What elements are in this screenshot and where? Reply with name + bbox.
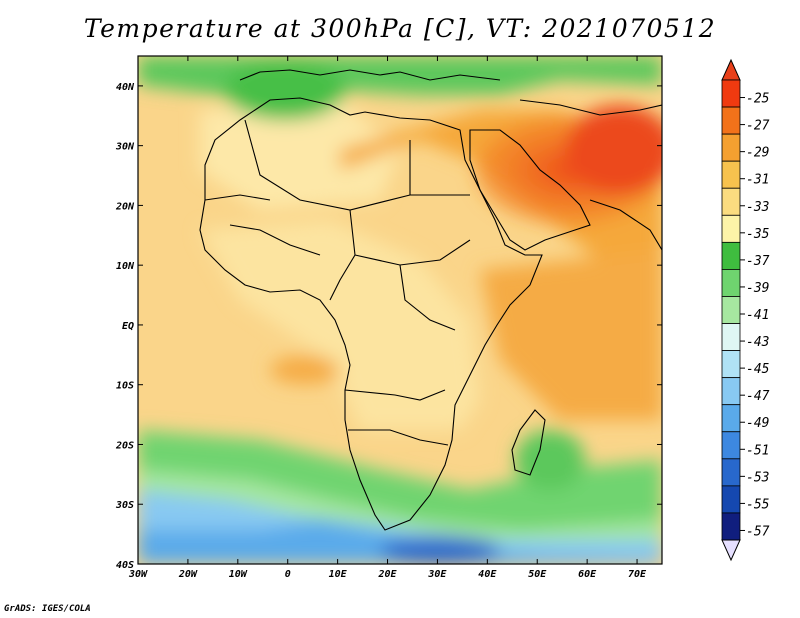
lon-label: 50E bbox=[528, 569, 547, 580]
coastlines bbox=[199, 69, 662, 531]
lat-label: 40S bbox=[116, 560, 134, 571]
colorbar-swatch bbox=[721, 458, 741, 487]
colorbar-swatch bbox=[721, 350, 741, 379]
colorbar-label: -35 bbox=[746, 227, 770, 242]
colorbar-swatch bbox=[721, 377, 741, 406]
colorbar-swatch bbox=[721, 323, 741, 351]
colorbar-swatch bbox=[721, 269, 741, 297]
colorbar-label: -33 bbox=[746, 200, 769, 215]
colorbar-label: -53 bbox=[746, 470, 769, 485]
lat-label: 20N bbox=[115, 201, 135, 212]
map-title: Temperature at 300hPa [C], VT: 202107051… bbox=[83, 14, 717, 43]
lon-label: 20W bbox=[178, 569, 198, 580]
colorbar-swatch bbox=[721, 485, 741, 514]
lat-label: 30S bbox=[115, 500, 134, 511]
colorbar-swatch bbox=[721, 106, 741, 135]
colorbar-label: -31 bbox=[746, 173, 769, 188]
axis-ticks: 30W 20W 10W 0 10E 20E 30E 40E 50E 60E 70E 40N 30N 20N… bbox=[115, 56, 662, 580]
lon-label: 60E bbox=[578, 569, 597, 580]
lon-label: 10W bbox=[229, 569, 248, 580]
lat-label: 30N bbox=[115, 142, 135, 153]
lon-label: 0 bbox=[285, 569, 291, 580]
lon-label: 40E bbox=[478, 569, 497, 580]
colorbar-label: -25 bbox=[746, 92, 770, 107]
colorbar-swatch bbox=[721, 133, 741, 162]
colorbar-swatch bbox=[721, 296, 741, 324]
colorbar-swatch bbox=[721, 512, 741, 541]
colorbar-label: -57 bbox=[746, 524, 770, 539]
colorbar: -25 -27 -29 -31 -33 -35 -37 -39 -41 -43 -45 -47 -49 -… bbox=[721, 58, 770, 562]
colorbar-label: -45 bbox=[746, 362, 770, 377]
colorbar-swatch bbox=[721, 160, 741, 189]
colorbar-label: -55 bbox=[746, 497, 770, 512]
colorbar-swatch bbox=[721, 241, 741, 270]
lat-label: 20S bbox=[115, 440, 134, 451]
map-frame bbox=[137, 55, 663, 565]
colorbar-label: -43 bbox=[746, 335, 769, 350]
colorbar-label: -27 bbox=[746, 119, 770, 134]
colorbar-swatch bbox=[721, 79, 741, 108]
lat-label: 40N bbox=[116, 82, 135, 93]
colorbar-label: -47 bbox=[746, 389, 770, 404]
colorbar-swatch bbox=[721, 431, 741, 460]
lon-label: 20E bbox=[377, 569, 397, 580]
colorbar-swatch bbox=[721, 187, 741, 216]
lat-label: 10S bbox=[116, 381, 134, 392]
colorbar-label: -41 bbox=[746, 308, 769, 323]
temperature-field bbox=[138, 56, 662, 564]
colorbar-label: -37 bbox=[746, 254, 770, 269]
colorbar-under-arrow bbox=[721, 539, 741, 562]
lon-label: 70E bbox=[628, 569, 647, 580]
colorbar-swatch bbox=[721, 404, 741, 433]
colorbar-label: -51 bbox=[746, 443, 769, 458]
colorbar-over-arrow bbox=[721, 58, 741, 81]
colorbar-swatch bbox=[721, 214, 741, 243]
colorbar-label: -29 bbox=[746, 146, 769, 161]
credit-label: GrADS: IGES/COLA bbox=[4, 604, 91, 614]
lon-label: 30W bbox=[128, 569, 148, 580]
lon-label: 10E bbox=[329, 569, 348, 580]
lat-label: 10N bbox=[116, 261, 135, 272]
colorbar-label: -49 bbox=[746, 416, 769, 431]
lat-label: EQ bbox=[122, 321, 134, 332]
colorbar-label: -39 bbox=[746, 281, 769, 296]
lon-label: 30E bbox=[427, 569, 447, 580]
